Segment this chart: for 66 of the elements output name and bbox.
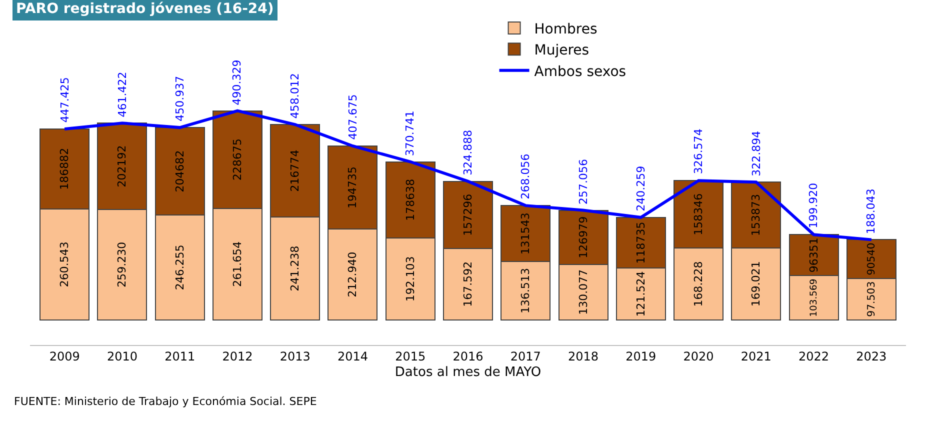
- x-tick-label: 2022: [798, 349, 830, 364]
- x-tick-label: 2013: [280, 349, 310, 364]
- data-label: 168.228: [692, 261, 706, 307]
- data-label: 240.259: [634, 166, 648, 212]
- data-label: 158346: [692, 193, 706, 236]
- data-label: 192.103: [404, 256, 417, 302]
- x-tick-label: 2014: [337, 349, 368, 364]
- data-label: 186882: [58, 148, 72, 190]
- data-label: 447.425: [58, 77, 72, 123]
- data-label: 194735: [346, 166, 360, 209]
- x-tick-label: 2017: [510, 349, 541, 364]
- data-label: 157296: [462, 194, 474, 236]
- x-tick-label: 2011: [164, 349, 196, 364]
- data-label: 322.894: [750, 130, 763, 176]
- data-label: 130.077: [576, 269, 590, 315]
- data-label: 118735: [634, 222, 648, 264]
- legend-label: Hombres: [534, 21, 598, 38]
- x-tick-label: 2009: [49, 349, 80, 364]
- data-label: 324.888: [462, 130, 475, 176]
- data-label: 261.654: [230, 241, 244, 287]
- data-label: 228675: [230, 138, 244, 181]
- source-note: FUENTE: Ministerio de Trabajo y Económia Social. SEPE: [14, 395, 317, 408]
- x-tick-label: 2020: [683, 349, 714, 364]
- x-tick-label: 2021: [740, 349, 772, 364]
- data-label: 90540: [866, 242, 878, 276]
- text: PARO registrado jóvenes (16-24): [16, 1, 274, 17]
- x-tick-label: 2012: [222, 349, 253, 364]
- data-label: 131543: [519, 212, 532, 255]
- data-label: 370.741: [404, 110, 417, 156]
- data-label: 259.230: [116, 242, 129, 288]
- legend-label: Ambos sexos: [534, 64, 626, 80]
- x-tick-label: 2010: [106, 349, 138, 364]
- x-tick-label: 2016: [452, 349, 484, 364]
- x-axis-title: Datos al mes de MAYO: [394, 365, 542, 380]
- data-label: 458.012: [288, 73, 302, 119]
- data-label: 461.422: [116, 72, 130, 118]
- data-label: 241.238: [288, 246, 302, 292]
- data-label: 246.255: [173, 244, 186, 290]
- data-label: 97.503: [866, 281, 878, 317]
- data-label: 407.675: [346, 94, 360, 140]
- data-label: 199.920: [807, 182, 820, 228]
- data-label: 121.524: [634, 271, 648, 317]
- data-label: 126979: [576, 216, 590, 258]
- data-label: 268.056: [519, 154, 532, 200]
- data-label: 178638: [404, 178, 417, 221]
- data-label: 188.043: [864, 188, 878, 234]
- data-label: 257.056: [577, 159, 590, 205]
- data-label: 212.940: [346, 252, 360, 298]
- x-tick-label: 2018: [568, 349, 599, 364]
- data-label: 326.574: [692, 128, 705, 174]
- x-tick-label: 2019: [626, 349, 656, 364]
- data-label: 169.021: [750, 261, 763, 307]
- x-tick-label: 2023: [856, 349, 887, 364]
- data-label: 204682: [173, 150, 186, 192]
- data-label: 202192: [116, 145, 129, 188]
- data-label: 490.329: [230, 60, 244, 106]
- x-tick-label: 2015: [395, 349, 426, 364]
- data-label: 136.513: [519, 268, 532, 314]
- data-label: 216774: [288, 150, 302, 192]
- data-label: 103.569: [808, 278, 820, 317]
- data-label: 167.592: [462, 261, 474, 307]
- data-label: 96351: [807, 238, 820, 273]
- data-label: 450.937: [173, 76, 186, 122]
- data-label: 153873: [750, 194, 763, 236]
- legend-label: Mujeres: [534, 42, 590, 59]
- data-label: 260.543: [58, 242, 72, 288]
